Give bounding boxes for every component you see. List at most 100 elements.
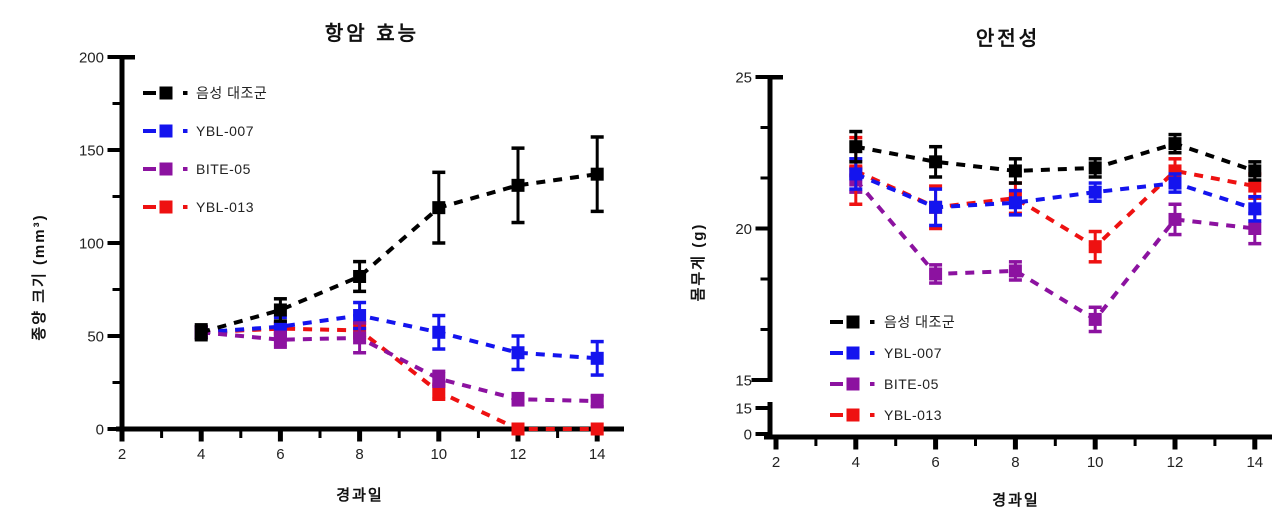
x-tick (933, 439, 939, 450)
legend-marker (159, 124, 173, 138)
legend-label: 음성 대조군 (196, 85, 267, 101)
series-line (854, 178, 1256, 323)
data-point-marker (1168, 176, 1182, 190)
y-tick-label: 150 (79, 143, 104, 160)
x-tick (1092, 439, 1098, 450)
x-tick (357, 431, 363, 442)
y-tick (107, 55, 120, 59)
y-minor-tick (760, 126, 768, 130)
data-point-marker (1008, 196, 1022, 210)
data-point-marker (273, 333, 287, 347)
series-BITE-05 (194, 321, 604, 409)
legend-marker (159, 200, 173, 214)
x-minor-tick (239, 431, 243, 438)
data-point-marker (511, 178, 525, 192)
y-tick (755, 432, 768, 436)
legend-item-BITE-05: BITE-05 (830, 376, 938, 392)
x-minor-tick (476, 431, 480, 438)
x-tick (198, 431, 204, 442)
x-tick-label: 12 (510, 446, 527, 463)
data-point-marker (1088, 240, 1102, 254)
x-tick (515, 431, 521, 442)
x-minor-tick (894, 439, 898, 446)
y-minor-tick (112, 195, 120, 198)
data-point-marker (590, 167, 604, 181)
x-tick-label: 6 (931, 454, 939, 471)
series-line (201, 326, 598, 431)
legend-marker (846, 408, 860, 422)
x-minor-tick (1053, 439, 1057, 446)
data-point-marker (432, 201, 446, 215)
x-minor-tick (318, 431, 322, 438)
x-minor-tick (814, 439, 818, 446)
y-tick-label: 0 (96, 422, 104, 439)
data-point-marker (273, 320, 287, 334)
legend-label: YBL-013 (196, 199, 254, 215)
data-point-marker (511, 346, 525, 360)
data-point-marker (194, 325, 208, 339)
x-tick (119, 431, 125, 442)
x-tick (436, 431, 442, 442)
y-tick-label: 20 (735, 221, 752, 238)
data-point-marker (432, 325, 446, 339)
x-tick-label: 4 (197, 446, 205, 463)
legend-label: YBL-007 (884, 345, 942, 361)
legend-item-음성 대조군: 음성 대조군 (143, 85, 267, 101)
legend-marker (846, 377, 860, 391)
data-point-marker (1168, 212, 1182, 226)
axes: 0 50 100 150 200 2 4 6 8 10 12 14 (79, 50, 624, 463)
y-tick-label: 50 (87, 329, 104, 346)
x-tick (1252, 439, 1258, 450)
data-point-marker (1168, 137, 1182, 151)
data-point-marker (1008, 164, 1022, 178)
x-minor-tick (160, 431, 164, 438)
data-point-marker (1008, 264, 1022, 278)
y-tick (107, 241, 120, 245)
plot-area (849, 129, 1262, 334)
data-point-marker (1248, 164, 1262, 178)
legend: 음성 대조군 YBL-007 BITE-05 YBL-013 (143, 85, 267, 215)
y-minor-tick (112, 381, 120, 384)
series-line (855, 172, 1256, 211)
x-tick (853, 439, 859, 450)
data-point-marker (590, 351, 604, 365)
series-line (855, 141, 1256, 173)
data-point-marker (1248, 222, 1262, 235)
data-point-marker (432, 372, 446, 386)
data-point-marker (929, 155, 943, 169)
legend-label: BITE-05 (196, 161, 251, 177)
x-axis (116, 426, 624, 432)
legend-item-YBL-013: YBL-013 (143, 199, 254, 215)
legend-marker (159, 162, 173, 176)
legend-item-BITE-05: BITE-05 (143, 161, 251, 177)
legend-marker (846, 346, 860, 360)
data-point-marker (849, 167, 863, 181)
y-tick-label: 200 (79, 50, 104, 67)
y-tick (107, 334, 120, 338)
data-point-marker (1088, 161, 1102, 175)
x-minor-tick (556, 431, 560, 438)
data-point-marker (590, 422, 604, 436)
y-tick (107, 148, 120, 152)
y-minor-tick (760, 277, 768, 281)
x-tick-label: 2 (118, 446, 126, 463)
series-음성 대조군 (194, 135, 604, 342)
x-tick-label: 8 (1011, 454, 1019, 471)
series-YBL-007 (849, 157, 1262, 228)
x-tick (1172, 439, 1178, 450)
data-point-marker (273, 303, 287, 317)
y-tick-label: 100 (79, 236, 104, 253)
legend-label: 음성 대조군 (884, 314, 955, 330)
series-BITE-05 (849, 166, 1262, 334)
x-tick-label: 10 (430, 446, 447, 463)
series-line (200, 172, 598, 335)
x-tick-label: 8 (355, 446, 363, 463)
x-axis-label: 경과일 (336, 486, 383, 504)
legend-label: YBL-007 (196, 123, 254, 139)
data-point-marker (590, 394, 604, 408)
data-point-marker (849, 140, 863, 154)
legend: 음성 대조군 YBL-007 BITE-05 YBL-013 (830, 314, 955, 423)
